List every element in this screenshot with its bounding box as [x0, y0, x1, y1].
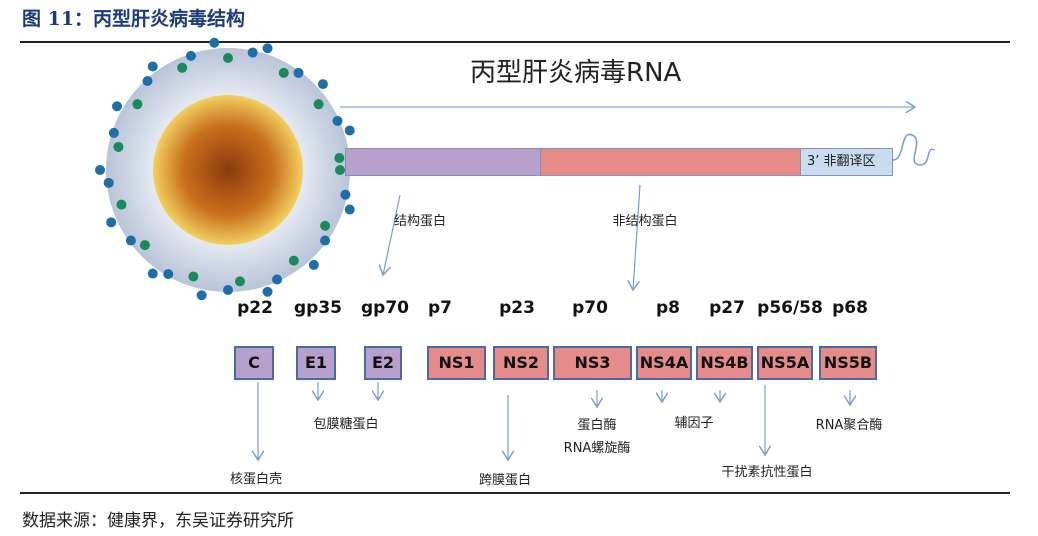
spike	[188, 271, 199, 282]
envelope-spikes	[95, 37, 355, 301]
spike	[163, 269, 174, 280]
protein-weight: p56/58	[757, 298, 823, 318]
protein-box: NS3	[553, 346, 632, 380]
spike	[247, 47, 258, 58]
virus-illustration	[95, 37, 355, 301]
protein-weight: gp35	[294, 298, 342, 318]
spike	[223, 285, 233, 295]
top-rule	[20, 41, 1010, 43]
spike	[234, 276, 245, 287]
spike	[132, 99, 143, 110]
protein-weight: p23	[499, 298, 535, 318]
spike	[344, 125, 355, 136]
protein-weight: p27	[709, 298, 745, 318]
spike	[142, 76, 153, 87]
protein-box: NS4A	[636, 346, 692, 380]
spike	[147, 61, 158, 72]
rna-title: 丙型肝炎病毒RNA	[470, 58, 682, 88]
protein-box: E1	[296, 346, 336, 380]
spike	[344, 204, 355, 215]
spike	[185, 50, 196, 61]
function-capsid: 核蛋白壳	[229, 472, 283, 487]
spike	[288, 255, 299, 266]
spike	[223, 53, 233, 63]
spike	[95, 165, 105, 175]
arrows	[258, 184, 850, 460]
spike	[116, 199, 127, 210]
structural-segment	[345, 148, 541, 176]
spike	[320, 235, 331, 246]
nonstructural-label: 非结构蛋白	[612, 214, 678, 229]
spike	[103, 177, 114, 188]
protein-box: C	[234, 346, 274, 380]
function-polymerase: RNA聚合酶	[815, 418, 883, 433]
spike	[125, 235, 136, 246]
protein-weight: p22	[237, 298, 273, 318]
function-cofactor: 辅因子	[674, 416, 714, 431]
spike	[139, 240, 150, 251]
function-protease: 蛋白酶	[577, 418, 617, 433]
spike	[278, 67, 289, 78]
spike	[111, 101, 122, 112]
spike	[308, 259, 319, 270]
spike	[313, 99, 324, 110]
protein-weight: p70	[572, 298, 608, 318]
utr-segment: 3’ 非翻译区	[800, 148, 893, 176]
protein-weight: p7	[428, 298, 452, 318]
spike	[113, 141, 124, 152]
spike	[108, 127, 119, 138]
function-envelope: 包膜糖蛋白	[313, 417, 379, 432]
function-interferon: 干扰素抗性蛋白	[721, 465, 813, 480]
bottom-rule	[20, 492, 1010, 494]
spike	[335, 165, 345, 175]
function-helicase: RNA螺旋酶	[563, 441, 631, 456]
rna-tail	[892, 133, 936, 166]
protein-box: NS4B	[696, 346, 753, 380]
protein-box: NS2	[493, 346, 549, 380]
spike	[317, 79, 328, 90]
virus-core	[153, 95, 303, 245]
spike	[262, 286, 273, 297]
spike	[320, 220, 331, 231]
spike	[293, 67, 304, 78]
source-note: 数据来源：健康界，东吴证券研究所	[22, 511, 294, 531]
protein-box: NS1	[427, 346, 486, 380]
protein-weight: p68	[832, 298, 868, 318]
function-transmembrane: 跨膜蛋白	[478, 473, 532, 488]
spike	[147, 268, 158, 279]
spike	[262, 43, 273, 54]
spike	[196, 290, 207, 301]
spike	[106, 217, 117, 228]
arrow	[383, 194, 401, 275]
structural-label: 结构蛋白	[393, 214, 447, 229]
spike	[340, 189, 351, 200]
protein-weight: gp70	[361, 298, 409, 318]
spike	[334, 153, 345, 164]
protein-weight: p8	[656, 298, 680, 318]
protein-box: E2	[364, 346, 402, 380]
nonstructural-segment	[540, 148, 801, 176]
spike	[332, 115, 343, 126]
spike	[272, 274, 283, 285]
spike	[177, 62, 188, 73]
protein-box: NS5A	[757, 346, 813, 380]
figure-title: 图 11：丙型肝炎病毒结构	[22, 8, 246, 30]
protein-box: NS5B	[819, 346, 877, 380]
arrow	[633, 184, 641, 290]
spike	[209, 37, 220, 48]
